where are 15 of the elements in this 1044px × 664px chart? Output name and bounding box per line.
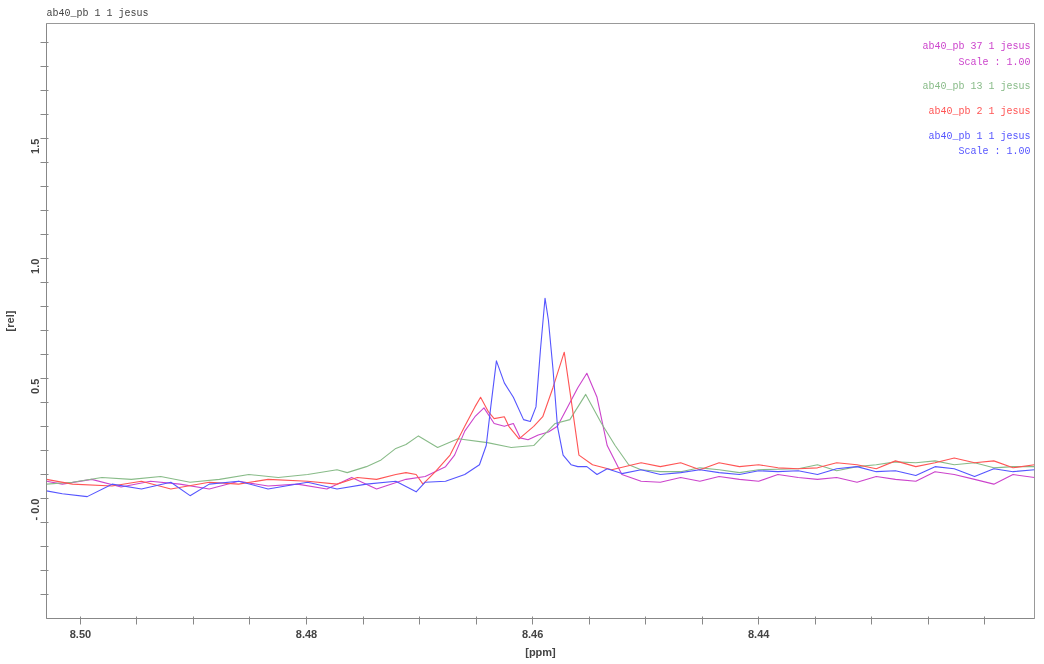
x-tick-label: 8.46 — [521, 627, 544, 640]
text: ab40_pb 2 1 jesus — [928, 106, 1031, 118]
y-tick-label: 1.0 — [29, 258, 42, 274]
x-tick-label: 8.48 — [295, 627, 318, 640]
x-tick-label: 8.44 — [747, 627, 771, 640]
x-tick-label: 8.50 — [69, 627, 92, 640]
y-tick-label: 0.5 — [29, 378, 42, 394]
y-tick-label: - 0.0 — [29, 498, 42, 521]
text: ab40_pb 13 1 jesus — [922, 81, 1031, 93]
chart-title: ab40_pb 1 1 jesus — [46, 7, 149, 19]
y-axis-title: [rel] — [3, 310, 16, 332]
y-tick-label: 1.5 — [29, 138, 42, 154]
text: ab40_pb 1 1 jesus Scale : 1.00 — [928, 130, 1031, 158]
text: ab40_pb 37 1 jesus Scale : 1.00 — [922, 41, 1031, 68]
x-axis-title: [ppm] — [525, 645, 557, 658]
